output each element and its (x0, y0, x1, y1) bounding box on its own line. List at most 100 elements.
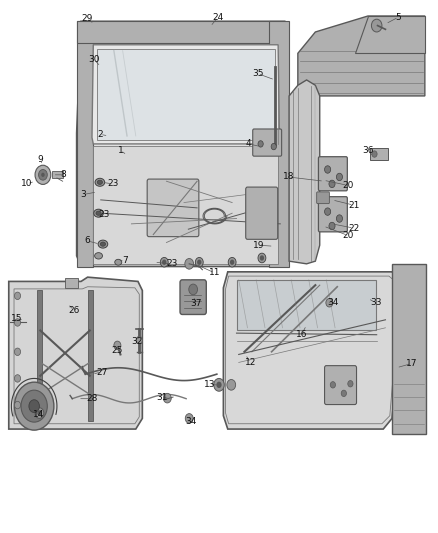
FancyBboxPatch shape (318, 157, 347, 191)
Bar (65, 278, 78, 288)
Circle shape (160, 257, 168, 267)
Circle shape (227, 379, 236, 390)
Ellipse shape (97, 180, 102, 184)
Text: 28: 28 (86, 394, 98, 403)
Circle shape (39, 169, 47, 180)
Circle shape (14, 348, 21, 356)
Circle shape (260, 255, 264, 261)
Ellipse shape (94, 209, 103, 217)
Circle shape (214, 378, 224, 391)
Circle shape (185, 259, 194, 269)
Polygon shape (289, 80, 320, 264)
FancyBboxPatch shape (246, 187, 278, 239)
Text: 37: 37 (191, 300, 202, 308)
Circle shape (14, 319, 21, 326)
Circle shape (325, 166, 331, 173)
Text: 17: 17 (406, 359, 417, 368)
Bar (269, 21, 289, 266)
Ellipse shape (95, 178, 105, 187)
Text: 27: 27 (96, 368, 107, 376)
Text: 11: 11 (209, 269, 220, 277)
Polygon shape (223, 272, 396, 429)
Circle shape (326, 298, 333, 307)
FancyBboxPatch shape (180, 280, 206, 314)
Ellipse shape (100, 242, 106, 246)
Bar (370, 148, 388, 160)
Text: 15: 15 (11, 314, 22, 323)
Text: 31: 31 (156, 393, 168, 401)
Circle shape (189, 284, 198, 295)
Circle shape (230, 260, 234, 265)
Circle shape (228, 257, 236, 267)
Bar (88, 290, 93, 421)
Circle shape (271, 143, 276, 150)
Polygon shape (237, 280, 376, 330)
Circle shape (136, 336, 142, 344)
Text: 35: 35 (252, 69, 263, 78)
Circle shape (14, 292, 21, 300)
Circle shape (216, 382, 222, 388)
Circle shape (14, 401, 21, 409)
Circle shape (14, 375, 21, 382)
Bar (37, 290, 42, 421)
Circle shape (325, 208, 331, 215)
Text: 13: 13 (204, 381, 215, 389)
Text: 5: 5 (396, 13, 402, 21)
Text: 19: 19 (253, 241, 264, 249)
Text: 32: 32 (131, 337, 142, 345)
Circle shape (258, 141, 263, 147)
Bar (52, 171, 63, 178)
Text: 6: 6 (85, 237, 91, 245)
Text: 26: 26 (68, 306, 79, 314)
Circle shape (162, 260, 166, 265)
Ellipse shape (115, 259, 122, 265)
Text: 29: 29 (81, 14, 92, 22)
Circle shape (114, 341, 121, 350)
Ellipse shape (95, 253, 102, 259)
Polygon shape (298, 16, 425, 96)
Text: 34: 34 (327, 298, 339, 307)
Circle shape (336, 173, 343, 181)
Bar (77, 21, 285, 43)
Text: 34: 34 (185, 417, 196, 425)
Text: 3: 3 (80, 190, 86, 199)
Text: 30: 30 (88, 55, 100, 64)
Circle shape (14, 382, 54, 430)
Text: 20: 20 (343, 181, 354, 190)
Text: 23: 23 (166, 260, 177, 268)
Circle shape (329, 180, 335, 188)
Bar (93, 146, 278, 264)
Text: 2: 2 (97, 130, 102, 139)
Bar (392, 264, 426, 434)
Text: 12: 12 (245, 358, 256, 367)
Text: 25: 25 (112, 346, 123, 355)
Circle shape (163, 393, 171, 403)
Ellipse shape (96, 211, 101, 215)
Circle shape (197, 260, 201, 265)
Polygon shape (9, 277, 142, 429)
Circle shape (330, 382, 336, 388)
Text: 7: 7 (122, 256, 128, 264)
Polygon shape (77, 21, 289, 266)
Text: 36: 36 (362, 146, 374, 155)
Text: 33: 33 (370, 298, 381, 307)
Circle shape (41, 173, 45, 177)
Polygon shape (92, 45, 279, 144)
Text: 9: 9 (37, 156, 43, 164)
Circle shape (21, 390, 47, 422)
Circle shape (372, 151, 377, 157)
Text: 16: 16 (296, 330, 307, 339)
Text: 1: 1 (117, 146, 124, 155)
Text: 8: 8 (60, 171, 67, 179)
Circle shape (37, 410, 42, 416)
Polygon shape (97, 49, 275, 140)
Circle shape (258, 253, 266, 263)
Circle shape (348, 381, 353, 387)
Text: 20: 20 (343, 231, 354, 240)
FancyBboxPatch shape (147, 179, 199, 237)
Bar (77, 21, 93, 266)
Text: 22: 22 (348, 224, 360, 232)
Circle shape (329, 222, 335, 230)
Text: 10: 10 (21, 180, 33, 188)
Text: 23: 23 (99, 210, 110, 219)
